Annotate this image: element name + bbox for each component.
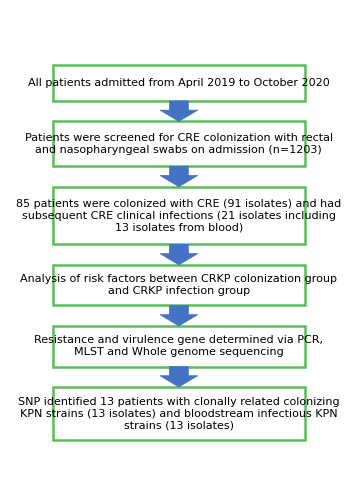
Text: Resistance and virulence gene determined via PCR,
MLST and Whole genome sequenci: Resistance and virulence gene determined… <box>34 336 324 357</box>
FancyBboxPatch shape <box>53 265 305 306</box>
FancyBboxPatch shape <box>53 186 305 244</box>
Text: All patients admitted from April 2019 to October 2020: All patients admitted from April 2019 to… <box>28 78 330 88</box>
Text: Patients were screened for CRE colonization with rectal
and nasopharyngeal swabs: Patients were screened for CRE colonizat… <box>25 133 333 154</box>
Text: 85 patients were colonized with CRE (91 isolates) and had
subsequent CRE clinica: 85 patients were colonized with CRE (91 … <box>16 199 341 232</box>
FancyBboxPatch shape <box>53 64 305 101</box>
FancyBboxPatch shape <box>53 122 305 166</box>
Polygon shape <box>160 166 198 186</box>
Text: Analysis of risk factors between CRKP colonization group
and CRKP infection grou: Analysis of risk factors between CRKP co… <box>20 274 337 296</box>
Polygon shape <box>160 244 198 265</box>
Polygon shape <box>160 366 198 387</box>
Text: SNP identified 13 patients with clonally related colonizing
KPN strains (13 isol: SNP identified 13 patients with clonally… <box>18 397 340 430</box>
FancyBboxPatch shape <box>53 387 305 440</box>
FancyBboxPatch shape <box>53 326 305 366</box>
Polygon shape <box>160 101 198 121</box>
Polygon shape <box>160 306 198 326</box>
